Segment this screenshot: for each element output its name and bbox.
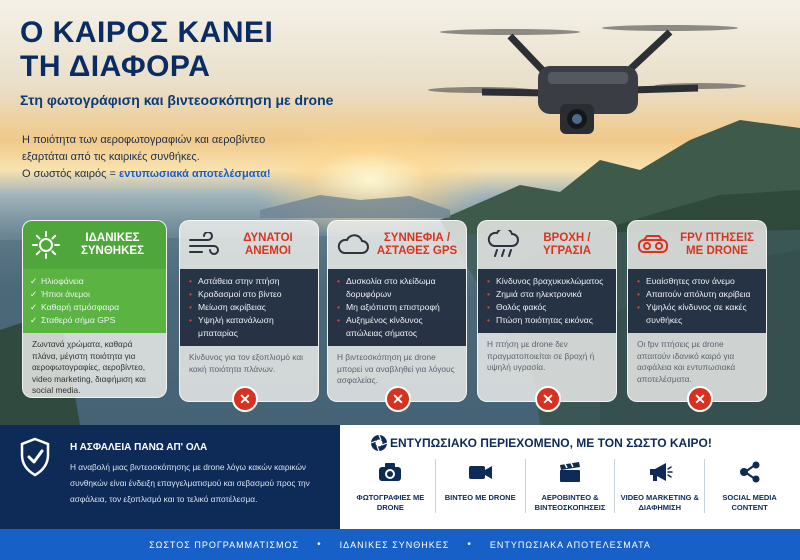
list-item: Ζημιά στα ηλεκτρονικά (487, 288, 608, 301)
footer-item: ΣΩΣΤΟΣ ΠΡΟΓΡΑΜΜΑΤΙΣΜΟΣ (149, 539, 300, 550)
card-rain-humidity: ΒΡΟΧΗ / ΥΓΡΑΣΙΑ Κίνδυνος βραχυκυκλώματος… (477, 220, 617, 402)
card-ideal-conditions: ΙΔΑΝΙΚΕΣ ΣΥΝΘΗΚΕΣ Ηλιοφάνεια Ήπιοι άνεμο… (22, 220, 167, 398)
wind-icon (189, 232, 219, 255)
list-item: Θολός φακός (487, 301, 608, 314)
megaphone-icon (649, 463, 673, 481)
safety-title: Η ΑΣΦΑΛΕΙΑ ΠΑΝΩ ΑΠ' ΟΛΑ (70, 442, 208, 453)
list-item: Ευαίσθητες στον άνεμο (637, 275, 758, 288)
list-item: Αυξημένος κίνδυνος απώλειας σήματος (337, 314, 458, 340)
tile-label: ΑΕΡΟΒΙΝΤΕΟ & ΒΙΝΤΕΟΣΚΟΠΗΣΕΙΣ (534, 493, 606, 512)
card-note: Η βιντεοσκόπηση με drone μπορεί να αναβλ… (337, 352, 455, 385)
intro-text: Η ποιότητα των αεροφωτογραφιών και αεροβ… (22, 132, 271, 183)
list-item: Καθαρή ατμόσφαιρα (30, 301, 158, 314)
tile-label: VIDEO MARKETING & ΔΙΑΦΗΜΙΣΗ (620, 493, 699, 512)
card-title: FPV ΠΤΗΣΕΙΣ ΜΕ DRONE (680, 232, 754, 257)
card-title: ΒΡΟΧΗ / ΥΓΡΑΣΙΑ (542, 232, 592, 257)
card-list: Αστάθεια στην πτήση Κραδασμοί στο βίντεο… (180, 269, 318, 346)
list-item: Μείωση ακρίβειας (189, 301, 310, 314)
footer-item: ΕΝΤΥΠΩΣΙΑΚΑ ΑΠΟΤΕΛΕΣΜΑΤΑ (489, 539, 651, 550)
camera-icon (379, 463, 402, 481)
list-item: Πτώση ποιότητας εικόνας (487, 314, 608, 327)
aperture-icon (370, 434, 388, 452)
list-item: Υψηλή κατανάλωση μπαταρίας (189, 314, 310, 340)
close-icon: ✕ (232, 386, 258, 412)
tile-video-marketing: VIDEO MARKETING & ΔΙΑΦΗΜΙΣΗ (615, 459, 706, 513)
service-tiles: ΦΩΤΟΓΡΑΦΙΕΣ ΜΕ DRONE ΒΙΝΤΕΟ ΜΕ DRONE ΑΕΡ… (346, 459, 794, 513)
card-note: Ζωντανά χρώματα, καθαρά πλάνα, μέγιστη π… (32, 339, 146, 395)
share-icon (739, 461, 760, 483)
tile-aerial-video: ΑΕΡΟΒΙΝΤΕΟ & ΒΙΝΤΕΟΣΚΟΠΗΣΕΙΣ (526, 459, 616, 513)
tile-label: SOCIAL MEDIA CONTENT (722, 493, 777, 512)
tile-label: ΦΩΤΟΓΡΑΦΙΕΣ ΜΕ DRONE (356, 493, 425, 512)
safety-panel: Η ΑΣΦΑΛΕΙΑ ΠΑΝΩ ΑΠ' ΟΛΑ Η αναβολή μιας β… (0, 425, 340, 529)
card-title: ΔΥΝΑΤΟΙ ΑΝΕΜΟΙ (243, 232, 293, 257)
card-header: ΣΥΝΝΕΦΙΑ / ΑΣΤΑΘΕΣ GPS (328, 221, 466, 269)
intro-line-1: Η ποιότητα των αεροφωτογραφιών και αεροβ… (22, 134, 266, 146)
safety-text: Η αναβολή μιας βιντεοσκόπησης με drone λ… (70, 462, 310, 504)
card-note: Η πτήση με drone δεν πραγματοποιείται σε… (487, 339, 595, 372)
close-icon: ✕ (385, 386, 411, 412)
card-list: Δυσκολία στο κλείδωμα δορυφόρων Μη αξιόπ… (328, 269, 466, 346)
clapperboard-icon (559, 462, 580, 482)
card-strong-winds: ΔΥΝΑΤΟΙ ΑΝΕΜΟΙ Αστάθεια στην πτήση Κραδα… (179, 220, 319, 402)
content-title: ΕΝΤΥΠΩΣΙΑΚΟ ΠΕΡΙΕΧΟΜΕΝΟ, ΜΕ ΤΟΝ ΣΩΣΤΟ ΚΑ… (390, 436, 712, 450)
card-header: FPV ΠΤΗΣΕΙΣ ΜΕ DRONE (628, 221, 766, 269)
card-header: ΙΔΑΝΙΚΕΣ ΣΥΝΘΗΚΕΣ (23, 221, 166, 269)
card-header: ΔΥΝΑΤΟΙ ΑΝΕΜΟΙ (180, 221, 318, 269)
card-note: Οι fpv πτήσεις με drone απαιτούν ιδανικό… (637, 339, 736, 384)
card-list: Ηλιοφάνεια Ήπιοι άνεμοι Καθαρή ατμόσφαιρ… (23, 269, 166, 333)
card-list: Ευαίσθητες στον άνεμο Απαιτούν απόλυτη α… (628, 269, 766, 333)
footer-bar: ΣΩΣΤΟΣ ΠΡΟΓΡΑΜΜΑΤΙΣΜΟΣ • ΙΔΑΝΙΚΕΣ ΣΥΝΘΗΚ… (0, 529, 800, 560)
shield-check-icon (20, 437, 50, 477)
content-panel: ΕΝΤΥΠΩΣΙΑΚΟ ΠΕΡΙΕΧΟΜΕΝΟ, ΜΕ ΤΟΝ ΣΩΣΤΟ ΚΑ… (340, 425, 800, 529)
intro-line-3: Ο σωστός καιρός = εντυπωσιακά αποτελέσμα… (22, 166, 271, 183)
tile-social-media: SOCIAL MEDIA CONTENT (705, 459, 794, 513)
intro-line-2: εξαρτάται από τις καιρικές συνθήκες. (22, 151, 200, 163)
list-item: Ηλιοφάνεια (30, 275, 158, 288)
card-cloud-gps: ΣΥΝΝΕΦΙΑ / ΑΣΤΑΘΕΣ GPS Δυσκολία στο κλεί… (327, 220, 467, 402)
fpv-goggles-icon (638, 235, 668, 253)
footer-separator: • (317, 539, 322, 550)
card-title: ΙΔΑΝΙΚΕΣ ΣΥΝΘΗΚΕΣ (80, 232, 144, 257)
cloud-icon (337, 234, 369, 254)
footer-separator: • (467, 539, 472, 550)
headline-line-2: ΤΗ ΔΙΑΦΟΡΑ (20, 50, 211, 83)
sun-icon (32, 231, 60, 259)
subtitle: Στη φωτογράφιση και βιντεοσκόπηση με dro… (20, 92, 334, 108)
list-item: Κίνδυνος βραχυκυκλώματος (487, 275, 608, 288)
list-item: Δυσκολία στο κλείδωμα δορυφόρων (337, 275, 458, 301)
video-camera-icon (469, 466, 493, 479)
tile-drone-video: ΒΙΝΤΕΟ ΜΕ DRONE (436, 459, 526, 513)
list-item: Απαιτούν απόλυτη ακρίβεια (637, 288, 758, 301)
list-item: Υψηλός κίνδυνος σε κακές συνθήκες (637, 301, 758, 327)
rain-icon (487, 230, 519, 257)
intro-line-3-accent: εντυπωσιακά αποτελέσματα! (118, 168, 271, 180)
footer-item: ΙΔΑΝΙΚΕΣ ΣΥΝΘΗΚΕΣ (339, 539, 450, 550)
list-item: Αστάθεια στην πτήση (189, 275, 310, 288)
headline: Ο ΚΑΙΡΟΣ ΚΑΝΕΙ ΤΗ ΔΙΑΦΟΡΑ Στη φωτογράφισ… (20, 16, 333, 108)
card-list: Κίνδυνος βραχυκυκλώματος Ζημιά στα ηλεκτ… (478, 269, 616, 333)
drone-illustration (428, 25, 746, 134)
tile-drone-photos: ΦΩΤΟΓΡΑΦΙΕΣ ΜΕ DRONE (346, 459, 436, 513)
card-title: ΣΥΝΝΕΦΙΑ / ΑΣΤΑΘΕΣ GPS (376, 232, 458, 257)
card-fpv-flights: FPV ΠΤΗΣΕΙΣ ΜΕ DRONE Ευαίσθητες στον άνε… (627, 220, 767, 402)
tile-label: ΒΙΝΤΕΟ ΜΕ DRONE (444, 493, 516, 502)
close-icon: ✕ (687, 386, 713, 412)
card-header: ΒΡΟΧΗ / ΥΓΡΑΣΙΑ (478, 221, 616, 269)
list-item: Κραδασμοί στο βίντεο (189, 288, 310, 301)
intro-line-3-prefix: Ο σωστός καιρός = (22, 168, 119, 180)
close-icon: ✕ (535, 386, 561, 412)
headline-line-1: Ο ΚΑΙΡΟΣ ΚΑΝΕΙ (20, 16, 274, 49)
list-item: Μη αξιόπιστη επιστροφή (337, 301, 458, 314)
list-item: Σταθερό σήμα GPS (30, 314, 158, 327)
card-note: Κίνδυνος για τον εξοπλισμό και κακή ποιό… (189, 352, 303, 374)
list-item: Ήπιοι άνεμοι (30, 288, 158, 301)
